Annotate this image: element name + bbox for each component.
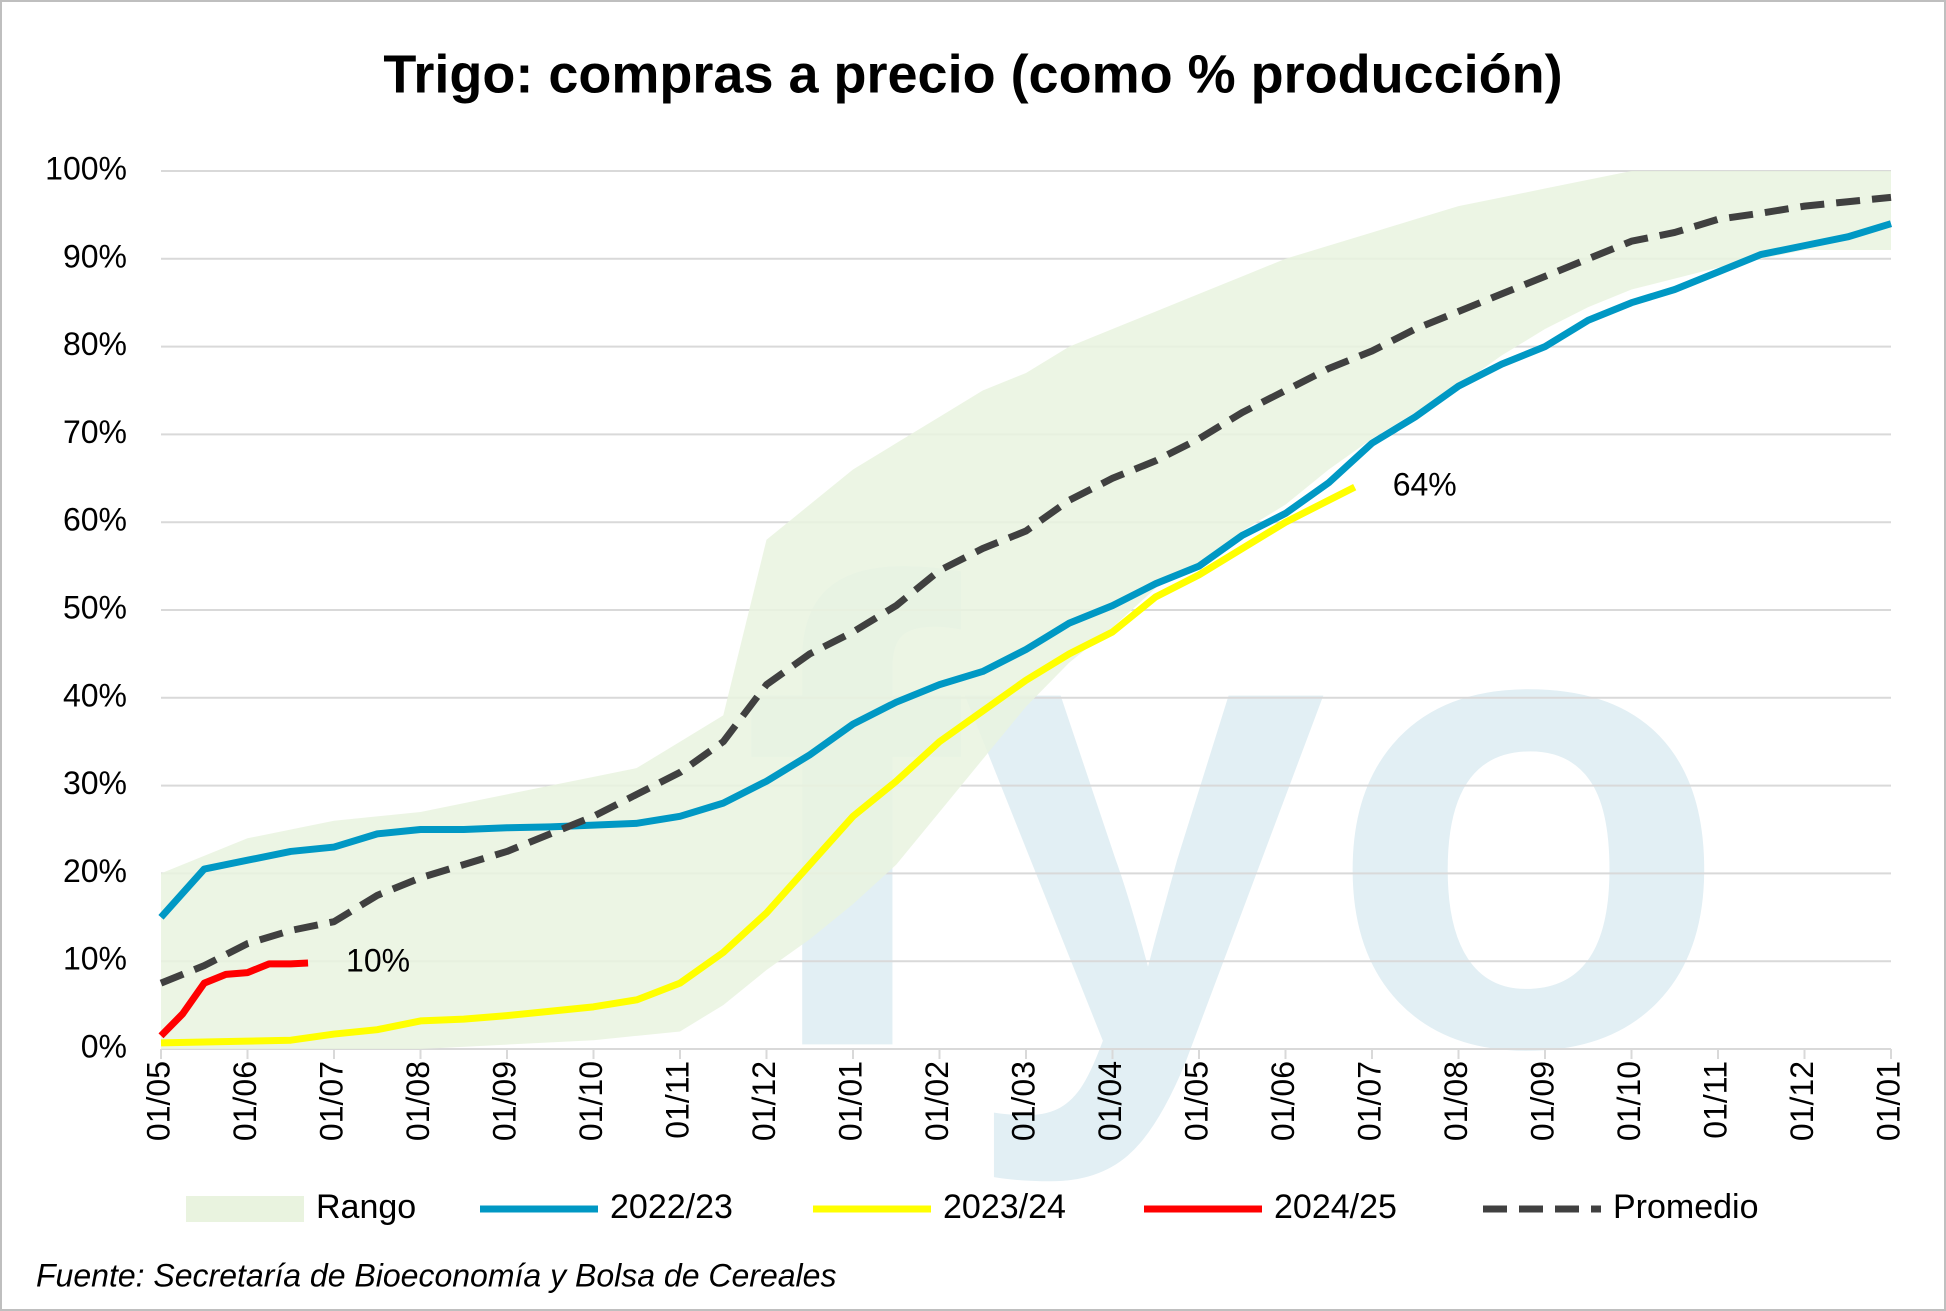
y-tick-label: 50% <box>63 589 127 625</box>
x-tick-label: 01/07 <box>1351 1061 1387 1141</box>
data-label: 10% <box>346 942 410 978</box>
legend-label: Promedio <box>1613 1188 1759 1226</box>
x-tick-label: 01/12 <box>1784 1061 1820 1141</box>
y-tick-label: 40% <box>63 677 127 713</box>
x-tick-label: 01/01 <box>1870 1061 1906 1141</box>
y-tick-label: 60% <box>63 502 127 538</box>
legend-swatch <box>186 1196 304 1222</box>
y-tick-label: 30% <box>63 765 127 801</box>
series-line <box>158 959 309 1039</box>
x-tick-label: 01/12 <box>746 1061 782 1141</box>
x-tick-label: 01/11 <box>659 1061 695 1139</box>
x-tick-label: 01/09 <box>1524 1061 1560 1141</box>
series-line <box>159 193 1892 987</box>
x-tick-label: 01/06 <box>227 1061 263 1141</box>
x-tick-label: 01/06 <box>1265 1061 1301 1141</box>
data-label: 64% <box>1393 467 1457 503</box>
x-tick-label: 01/05 <box>140 1061 176 1141</box>
chart-title: Trigo: compras a precio (como % producci… <box>383 44 1562 104</box>
series-line <box>158 220 1893 920</box>
x-tick-label: 01/07 <box>313 1061 349 1141</box>
x-tick-label: 01/04 <box>1092 1061 1128 1141</box>
y-tick-label: 0% <box>81 1028 127 1064</box>
x-tick-label: 01/10 <box>573 1061 609 1141</box>
x-tick-label: 01/11 <box>1697 1061 1733 1139</box>
x-tick-label: 01/05 <box>1178 1061 1214 1141</box>
x-tick-label: 01/08 <box>400 1061 436 1141</box>
y-tick-label: 100% <box>45 150 127 186</box>
y-tick-label: 10% <box>63 941 127 977</box>
x-tick-label: 01/03 <box>1005 1061 1041 1141</box>
series-line <box>160 483 1357 1047</box>
y-tick-label: 70% <box>63 414 127 450</box>
source-note: Fuente: Secretaría de Bioeconomía y Bols… <box>36 1257 836 1293</box>
y-tick-label: 80% <box>63 326 127 362</box>
x-tick-label: 01/08 <box>1438 1061 1474 1141</box>
x-tick-label: 01/09 <box>486 1061 522 1141</box>
legend-label: 2022/23 <box>610 1188 733 1226</box>
legend-label: 2024/25 <box>1274 1188 1397 1226</box>
y-tick-label: 90% <box>63 238 127 274</box>
x-tick-label: 01/02 <box>919 1061 955 1141</box>
legend-label: 2023/24 <box>943 1188 1066 1226</box>
legend-label: Rango <box>316 1188 416 1226</box>
range-band <box>161 171 1891 1049</box>
x-tick-label: 01/01 <box>832 1061 868 1141</box>
y-tick-label: 20% <box>63 853 127 889</box>
x-tick-label: 01/10 <box>1611 1061 1647 1141</box>
